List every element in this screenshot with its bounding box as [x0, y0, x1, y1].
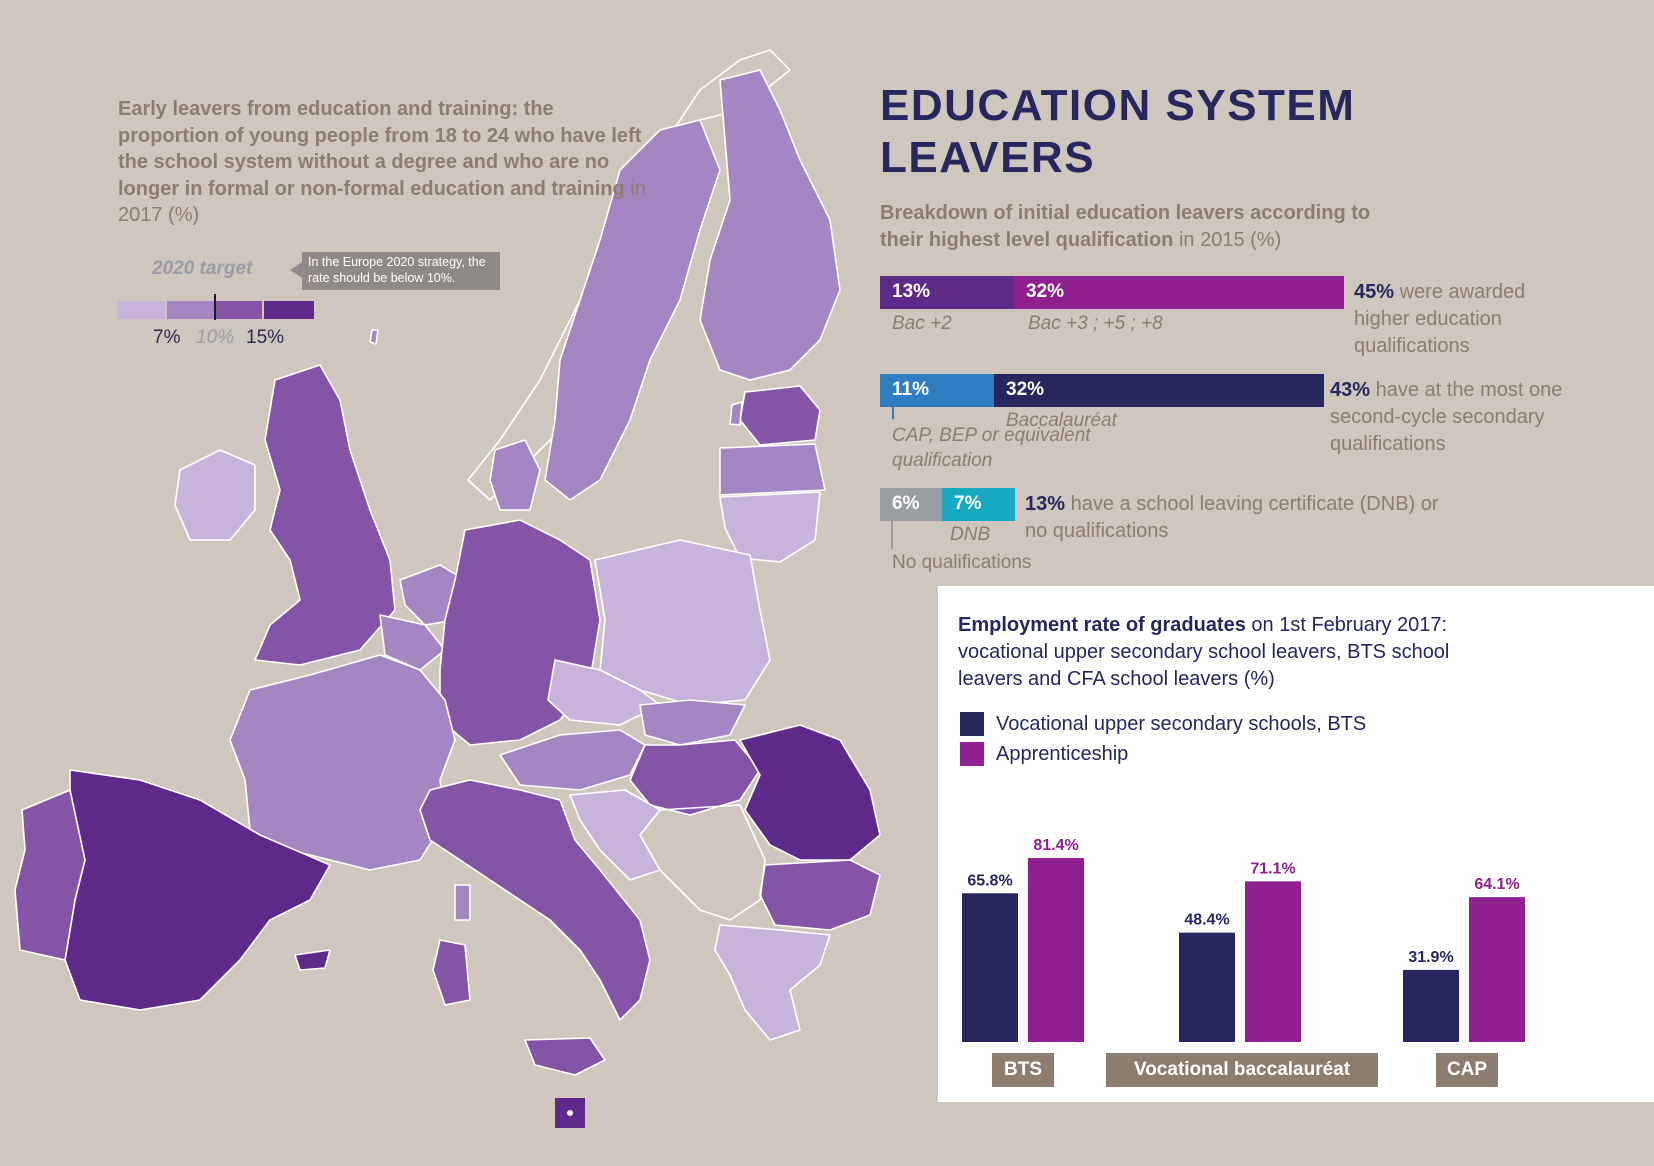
bar-value-label: 65.8%: [967, 872, 1012, 889]
category-label-bts: BTS: [992, 1053, 1054, 1087]
target-callout: In the Europe 2020 strategy, the rate sh…: [302, 252, 500, 290]
target-label: 2020 target: [152, 258, 253, 279]
bar-value-label: 31.9%: [1408, 949, 1453, 966]
chart-bars: 65.8% 81.4% 48.4% 71.1% 31.9% 64.1%: [962, 837, 1525, 1042]
page-title: EDUCATION SYSTEM LEAVERS: [880, 81, 1356, 182]
tick-no-qualifications: [891, 521, 893, 549]
country-austria: [499, 729, 646, 791]
bar-apprenticeship-2: [1469, 897, 1525, 1042]
category-label-vocational-bac: Vocational baccalauréat: [1106, 1053, 1378, 1087]
country-sicily: [524, 1037, 606, 1076]
bar-vocational-1: [1179, 932, 1235, 1042]
country-france: [229, 654, 456, 871]
legend-swatch-medium: [216, 301, 262, 319]
callout-pointer: [290, 262, 302, 278]
label-bac2: Bac +2: [892, 313, 952, 334]
legend-swatch-light: [167, 301, 214, 319]
legend-swatch-dark: [264, 301, 314, 319]
country-slovakia: [639, 699, 746, 746]
legend-tick-10: 10%: [196, 327, 235, 348]
bar-value-label: 64.1%: [1474, 876, 1519, 893]
island-balearic: [294, 949, 331, 971]
note-dnb: 13% have a school leaving certificate (D…: [1025, 493, 1439, 542]
europe-map: [14, 49, 881, 1128]
segment-bac2: 13%: [880, 276, 1014, 309]
country-bulgaria: [759, 859, 881, 931]
label-baccalaureat: Baccalauréat: [1006, 410, 1117, 431]
region-balkans: [639, 804, 766, 921]
bar-apprenticeship-0: [1028, 858, 1084, 1042]
island-faroe: [369, 329, 379, 345]
legend-swatch-lightest: [118, 301, 165, 319]
country-ireland: [174, 449, 256, 541]
segment-dnb: 7%: [942, 488, 1015, 521]
country-finland: [699, 69, 841, 381]
country-italy: [419, 779, 651, 1021]
map-intro-text: Early leavers from education and trainin…: [118, 98, 646, 226]
breakdown-subtitle: Breakdown of initial education leavers a…: [880, 202, 1371, 251]
country-uk: [254, 364, 396, 666]
bar-apprenticeship-1: [1245, 881, 1301, 1042]
bar-value-label: 48.4%: [1184, 912, 1229, 929]
bar-value-label: 81.4%: [1033, 837, 1078, 854]
category-label-cap: CAP: [1436, 1053, 1498, 1087]
label-cap-bep: CAP, BEP or equivalent qualification: [892, 425, 1091, 471]
country-lithuania: [719, 491, 821, 563]
country-denmark: [489, 439, 541, 511]
island-corsica: [454, 884, 471, 921]
segment-baccalaureat: 32%: [994, 374, 1324, 407]
country-hungary: [629, 739, 761, 816]
label-bac3: Bac +3 ; +5 ; +8: [1028, 313, 1163, 334]
segment-no-qualifications: 6%: [880, 488, 942, 521]
country-sweden: [544, 119, 721, 501]
country-belgium: [379, 614, 446, 671]
label-dnb: DNB: [950, 524, 991, 545]
country-poland: [594, 539, 771, 706]
country-czechia: [547, 659, 661, 726]
legend-label-vocational: Vocational upper secondary schools, BTS: [996, 713, 1367, 735]
country-romania: [739, 724, 881, 861]
country-greece: [714, 924, 831, 1041]
legend-swatch-vocational: [960, 712, 984, 736]
legend-swatch-apprenticeship: [960, 742, 984, 766]
tick-cap-bep: [892, 407, 894, 419]
note-higher-education: 45% were awarded higher education qualif…: [1354, 281, 1526, 357]
bar-vocational-2: [1403, 969, 1459, 1042]
malta-marker: [567, 1110, 573, 1116]
bar-value-label: 71.1%: [1250, 860, 1295, 877]
segment-bac3: 32%: [1014, 276, 1344, 309]
legend-label-apprenticeship: Apprenticeship: [996, 743, 1129, 765]
country-portugal: [14, 789, 86, 961]
label-no-qualifications: No qualifications: [892, 552, 1032, 573]
employment-title: Employment rate of graduates on 1st Febr…: [958, 614, 1450, 690]
legend-target-tick: [214, 294, 216, 320]
legend-tick-7: 7%: [153, 327, 181, 348]
bar-vocational-0: [962, 893, 1018, 1042]
island-sardinia: [432, 939, 471, 1006]
legend-tick-15: 15%: [246, 327, 285, 348]
note-second-cycle: 43% have at the most one second-cycle se…: [1330, 379, 1563, 455]
employment-chart: 65.8% 81.4% 48.4% 71.1% 31.9% 64.1%: [962, 837, 1525, 1042]
country-latvia: [719, 443, 826, 496]
country-estonia: [739, 385, 821, 446]
segment-cap-bep: 11%: [880, 374, 994, 407]
island-gotland: [729, 401, 743, 426]
map-countries: [14, 49, 881, 1128]
